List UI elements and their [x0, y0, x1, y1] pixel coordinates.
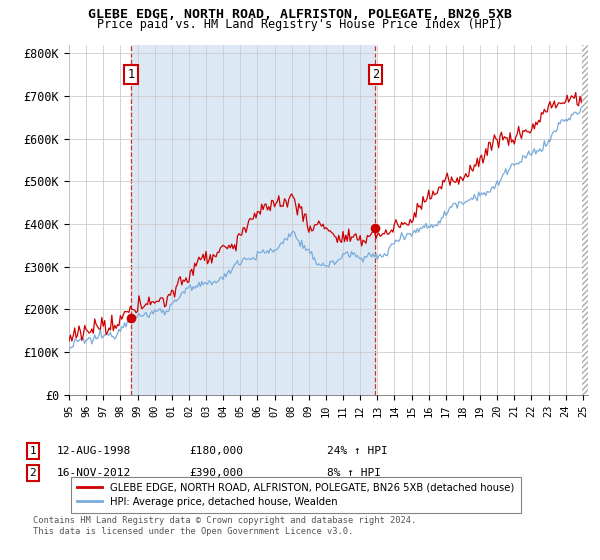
Point	[370, 224, 380, 233]
Text: £180,000: £180,000	[189, 446, 243, 456]
Text: 12-AUG-1998: 12-AUG-1998	[57, 446, 131, 456]
Bar	[131, 45, 375, 395]
Text: Contains HM Land Registry data © Crown copyright and database right 2024.: Contains HM Land Registry data © Crown c…	[33, 516, 416, 525]
Text: 2: 2	[371, 68, 379, 81]
Text: GLEBE EDGE, NORTH ROAD, ALFRISTON, POLEGATE, BN26 5XB: GLEBE EDGE, NORTH ROAD, ALFRISTON, POLEG…	[88, 8, 512, 21]
Text: £390,000: £390,000	[189, 468, 243, 478]
Text: 1: 1	[127, 68, 134, 81]
Text: 24% ↑ HPI: 24% ↑ HPI	[327, 446, 388, 456]
Bar	[583, 45, 588, 395]
Bar	[583, 45, 588, 395]
Text: Price paid vs. HM Land Registry's House Price Index (HPI): Price paid vs. HM Land Registry's House …	[97, 18, 503, 31]
Legend: GLEBE EDGE, NORTH ROAD, ALFRISTON, POLEGATE, BN26 5XB (detached house), HPI: Ave: GLEBE EDGE, NORTH ROAD, ALFRISTON, POLEG…	[71, 477, 521, 513]
Text: 2: 2	[29, 468, 37, 478]
Text: 1: 1	[29, 446, 37, 456]
Point	[126, 314, 136, 323]
Text: 16-NOV-2012: 16-NOV-2012	[57, 468, 131, 478]
Text: This data is licensed under the Open Government Licence v3.0.: This data is licensed under the Open Gov…	[33, 528, 353, 536]
Text: 8% ↑ HPI: 8% ↑ HPI	[327, 468, 381, 478]
